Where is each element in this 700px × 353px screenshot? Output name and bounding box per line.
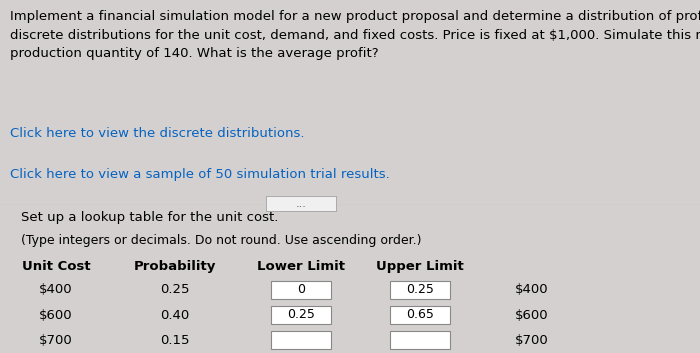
Text: (Type integers or decimals. Do not round. Use ascending order.): (Type integers or decimals. Do not round… <box>21 234 421 247</box>
Text: $600: $600 <box>39 309 73 322</box>
Text: 0.25: 0.25 <box>406 283 434 296</box>
Text: 0.25: 0.25 <box>287 309 315 322</box>
Text: Implement a financial simulation model for a new product proposal and determine : Implement a financial simulation model f… <box>10 10 700 60</box>
Text: 0.25: 0.25 <box>160 283 190 296</box>
Text: 0.65: 0.65 <box>406 309 434 322</box>
Text: Click here to view the discrete distributions.: Click here to view the discrete distribu… <box>10 127 305 140</box>
Text: 0: 0 <box>297 283 305 296</box>
Text: $400: $400 <box>39 283 73 296</box>
Text: Probability: Probability <box>134 259 216 273</box>
Text: Click here to view a sample of 50 simulation trial results.: Click here to view a sample of 50 simula… <box>10 168 391 181</box>
Text: $600: $600 <box>515 309 549 322</box>
Text: ...: ... <box>295 199 307 209</box>
Text: $700: $700 <box>39 334 73 347</box>
Text: Unit Cost: Unit Cost <box>22 259 90 273</box>
Text: $700: $700 <box>515 334 549 347</box>
Text: Upper Limit: Upper Limit <box>376 259 464 273</box>
Text: Lower Limit: Lower Limit <box>257 259 345 273</box>
Text: 0.40: 0.40 <box>160 309 190 322</box>
Text: Set up a lookup table for the unit cost.: Set up a lookup table for the unit cost. <box>21 211 279 224</box>
Text: $400: $400 <box>515 283 549 296</box>
Text: 0.15: 0.15 <box>160 334 190 347</box>
